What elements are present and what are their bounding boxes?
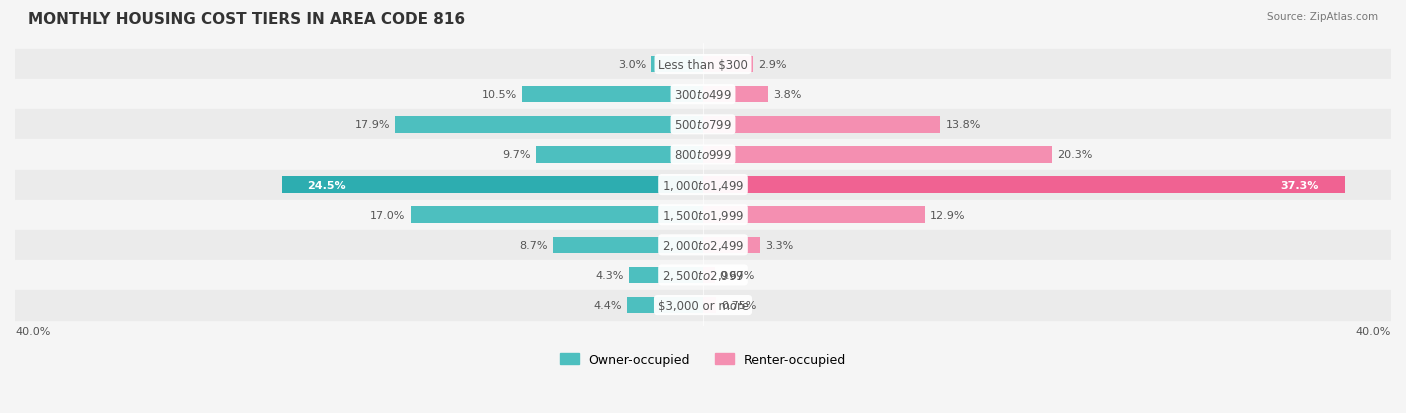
Bar (703, 207, 925, 223)
Text: 4.4%: 4.4% (593, 300, 623, 310)
Bar (395, 117, 703, 133)
Text: $3,000 or more: $3,000 or more (658, 299, 748, 312)
Bar (15, 50, 1391, 80)
Text: 0.67%: 0.67% (720, 270, 755, 280)
Text: $1,000 to $1,499: $1,000 to $1,499 (662, 178, 744, 192)
Text: 40.0%: 40.0% (15, 326, 51, 336)
Text: 9.7%: 9.7% (502, 150, 531, 160)
Text: 24.5%: 24.5% (308, 180, 346, 190)
Bar (703, 177, 1344, 193)
Text: $2,000 to $2,499: $2,000 to $2,499 (662, 238, 744, 252)
Bar (15, 290, 1391, 320)
Text: $2,500 to $2,999: $2,500 to $2,999 (662, 268, 744, 282)
Text: 3.3%: 3.3% (765, 240, 793, 250)
Bar (15, 200, 1391, 230)
Bar (15, 80, 1391, 110)
Text: $800 to $999: $800 to $999 (673, 149, 733, 161)
Text: $1,500 to $1,999: $1,500 to $1,999 (662, 208, 744, 222)
Bar (15, 140, 1391, 170)
Bar (651, 57, 703, 73)
Bar (411, 207, 703, 223)
Text: MONTHLY HOUSING COST TIERS IN AREA CODE 816: MONTHLY HOUSING COST TIERS IN AREA CODE … (28, 12, 465, 27)
Text: 0.75%: 0.75% (721, 300, 756, 310)
Bar (15, 260, 1391, 290)
Bar (627, 297, 703, 313)
Text: 3.8%: 3.8% (773, 90, 801, 100)
Legend: Owner-occupied, Renter-occupied: Owner-occupied, Renter-occupied (555, 348, 851, 371)
Bar (703, 87, 768, 103)
Text: 17.0%: 17.0% (370, 210, 405, 220)
Text: 40.0%: 40.0% (1355, 326, 1391, 336)
Text: 4.3%: 4.3% (596, 270, 624, 280)
Text: $300 to $499: $300 to $499 (673, 88, 733, 102)
Bar (281, 177, 703, 193)
Text: 20.3%: 20.3% (1057, 150, 1092, 160)
Text: 13.8%: 13.8% (945, 120, 981, 130)
Text: 17.9%: 17.9% (354, 120, 389, 130)
Text: 8.7%: 8.7% (520, 240, 548, 250)
Text: 10.5%: 10.5% (482, 90, 517, 100)
Bar (703, 267, 714, 284)
Text: 12.9%: 12.9% (929, 210, 966, 220)
Bar (703, 147, 1052, 163)
Bar (536, 147, 703, 163)
Bar (628, 267, 703, 284)
Bar (554, 237, 703, 254)
Bar (703, 297, 716, 313)
Bar (15, 170, 1391, 200)
Bar (15, 230, 1391, 260)
Bar (703, 57, 752, 73)
Bar (703, 237, 759, 254)
Bar (523, 87, 703, 103)
Text: Source: ZipAtlas.com: Source: ZipAtlas.com (1267, 12, 1378, 22)
Text: 37.3%: 37.3% (1281, 180, 1319, 190)
Bar (15, 110, 1391, 140)
Text: $500 to $799: $500 to $799 (673, 119, 733, 131)
Text: Less than $300: Less than $300 (658, 58, 748, 71)
Bar (703, 117, 941, 133)
Text: 2.9%: 2.9% (758, 60, 786, 70)
Text: 3.0%: 3.0% (619, 60, 647, 70)
